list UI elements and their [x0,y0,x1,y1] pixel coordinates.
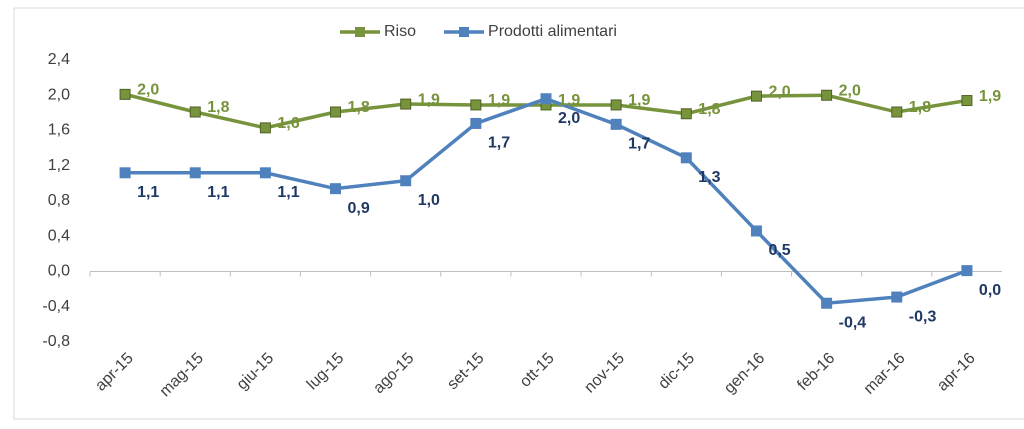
marker [330,106,342,118]
data-label: 1,9 [418,91,440,108]
marker [750,225,762,237]
data-label: 0,5 [768,242,790,259]
y-tick-label: 0,0 [48,263,70,280]
data-label: 1,8 [348,99,370,116]
data-label: -0,4 [839,314,867,331]
y-tick-label: 0,4 [48,227,70,244]
marker [961,265,973,277]
data-label: 1,1 [207,184,229,201]
data-label: 1,9 [488,92,510,109]
y-tick-label: -0,8 [42,333,70,350]
marker [891,291,903,303]
data-label: -0,3 [909,308,937,325]
data-label: 0,9 [348,200,370,217]
data-label: 1,1 [277,184,299,201]
legend-label: Riso [384,23,416,40]
y-tick-label: 2,4 [48,51,70,68]
chart-area [13,7,1024,420]
y-tick-label: 0,8 [48,192,70,209]
data-label: 1,8 [207,99,229,116]
marker [891,106,903,118]
legend-label: Prodotti alimentari [488,23,617,40]
data-label: 1,9 [558,92,580,109]
marker [259,122,271,134]
marker [821,89,833,101]
data-label: 2,0 [768,83,790,100]
marker [119,88,131,100]
y-tick-label: 1,2 [48,157,70,174]
data-label: 1,7 [488,135,510,152]
y-tick-label: 1,6 [48,122,70,139]
marker [119,167,131,179]
marker [189,167,201,179]
data-label: 2,0 [137,82,159,99]
data-label: 1,3 [698,169,720,186]
legend-marker [355,27,365,37]
data-label: 0,0 [979,282,1001,299]
marker [680,108,692,120]
marker [610,99,622,111]
data-label: 2,0 [839,82,861,99]
data-label: 1,0 [418,192,440,209]
data-label: 1,1 [137,184,159,201]
legend-marker [459,27,470,37]
marker [330,183,342,195]
data-label: 1,6 [277,115,299,132]
marker [540,93,552,105]
y-tick-label: 2,0 [48,86,70,103]
data-label: 2,0 [558,110,580,127]
marker [821,297,833,309]
data-label: 1,8 [698,101,720,118]
marker [610,118,622,130]
y-tick-label: -0,4 [42,298,70,315]
data-label: 1,9 [979,88,1001,105]
data-label: 1,9 [628,92,650,109]
marker [750,90,762,102]
marker [189,106,201,118]
marker [470,99,482,111]
marker [961,95,973,107]
marker [400,175,412,187]
data-label: 1,8 [909,99,931,116]
data-label: 1,7 [628,136,650,153]
marker [259,167,271,179]
marker [470,117,482,129]
marker [680,152,692,164]
marker [400,98,412,110]
